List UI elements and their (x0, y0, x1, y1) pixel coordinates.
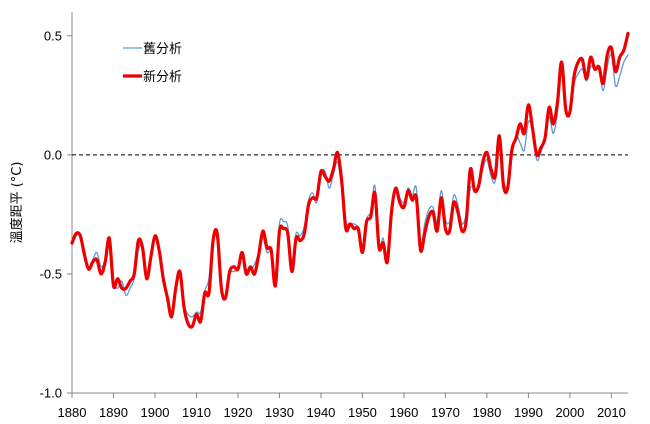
y-tick-label: -0.5 (40, 266, 62, 281)
x-tick-label: 2010 (597, 405, 626, 420)
legend: 舊分析 新分析 (123, 42, 182, 85)
x-tick-label: 1990 (514, 405, 543, 420)
x-tick-label: 1920 (224, 405, 253, 420)
series-old-analysis-line (71, 53, 629, 318)
legend-new-analysis-label: 新分析 (143, 69, 182, 85)
x-tick-label: 1970 (431, 405, 460, 420)
x-tick-label: 1940 (306, 405, 335, 420)
tick-labels: 0.5 0.0 -0.5 -1.0 1880 1890 1900 1910 1920 1930 19… (40, 28, 626, 420)
x-tick-label: 1880 (58, 405, 87, 420)
x-tick-label: 1960 (389, 405, 418, 420)
legend-old-analysis-label: 舊分析 (143, 42, 182, 57)
y-tick-label: 0.5 (44, 28, 62, 43)
x-tick-label: 1950 (348, 405, 377, 420)
series-new-analysis-line (70, 31, 630, 329)
axes (67, 12, 628, 398)
x-tick-label: 1930 (265, 405, 294, 420)
y-tick-label: -1.0 (40, 386, 62, 401)
x-tick-label: 1980 (472, 405, 501, 420)
y-axis-label: 溫度距平 (°C) (9, 162, 25, 244)
x-tick-label: 1890 (99, 405, 128, 420)
series-group (70, 31, 630, 329)
y-tick-label: 0.0 (44, 147, 62, 162)
x-tick-label: 1910 (182, 405, 211, 420)
x-tick-label: 1900 (141, 405, 170, 420)
x-tick-label: 2000 (555, 405, 584, 420)
